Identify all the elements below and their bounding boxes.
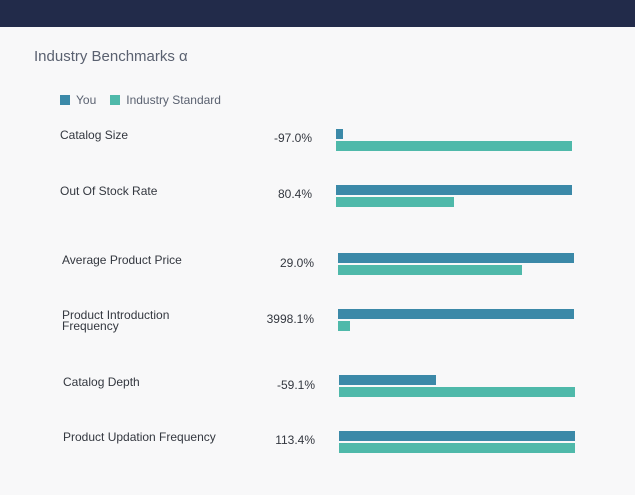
metric-label: Product Updation Frequency (63, 430, 216, 444)
legend-swatch-you (60, 95, 70, 105)
metric-label: Average Product Price (62, 253, 182, 267)
bar-industry (338, 321, 350, 331)
legend-item-industry: Industry Standard (110, 93, 221, 107)
bar-industry (339, 443, 575, 453)
bar-you (339, 375, 436, 385)
metric-diff: 113.4% (275, 433, 315, 447)
bar-industry (339, 387, 575, 397)
bar-industry (336, 141, 572, 151)
metric-label: Catalog Depth (63, 375, 140, 389)
bar-industry (336, 197, 454, 207)
legend-swatch-industry (110, 95, 121, 105)
metric-label: Product Introduction Frequency (62, 308, 170, 333)
metric-diff: 80.4% (277, 187, 312, 201)
bar-you (338, 253, 574, 263)
bar-you (336, 185, 572, 195)
card-title: Industry Benchmarks α (34, 48, 188, 65)
metric-label: Catalog Size (60, 128, 129, 142)
bar-you (339, 431, 575, 441)
metric-diff: -59.1% (276, 378, 315, 392)
legend-item-you: You (60, 93, 96, 107)
metric-diff: 3998.1% (266, 312, 314, 326)
bar-you (338, 309, 574, 319)
legend-label-you: You (76, 93, 97, 107)
metric-diff: 29.0% (279, 256, 314, 270)
metric-diff: -97.0% (273, 131, 312, 145)
bar-industry (338, 265, 522, 275)
bar-you (336, 129, 343, 139)
top-bar (0, 0, 635, 27)
metric-label: Out Of Stock Rate (60, 184, 158, 198)
legend-label-industry: Industry Standard (126, 93, 221, 107)
legend: You Industry Standard (60, 93, 235, 107)
